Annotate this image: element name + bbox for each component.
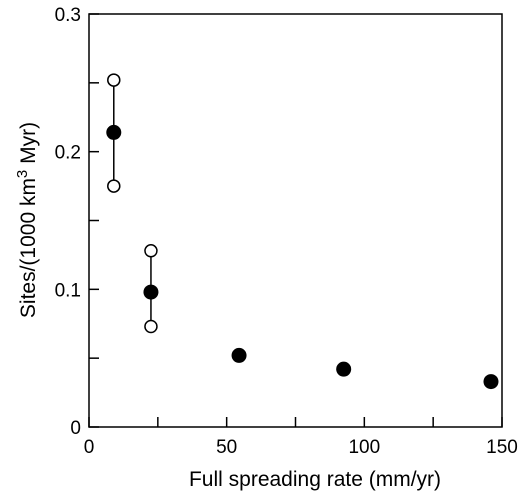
open-data-point xyxy=(144,319,158,334)
y-axis-label-superscript: 3 xyxy=(14,170,31,178)
x-tick-label: 50 xyxy=(216,437,237,458)
y-axis-label-main: Sites/(1000 km xyxy=(17,178,40,318)
y-tick-label: 0 xyxy=(70,418,81,439)
x-tick-label: 100 xyxy=(348,437,380,458)
filled-data-point xyxy=(483,374,499,390)
y-tick-label: 0.1 xyxy=(55,280,81,301)
x-tick-label: 150 xyxy=(486,437,518,458)
y-axis-label-end: Myr) xyxy=(17,122,40,170)
x-tick-label: 0 xyxy=(84,437,95,458)
y-tick-label: 0.3 xyxy=(55,5,81,26)
open-data-point xyxy=(107,73,121,87)
filled-data-point xyxy=(106,124,122,140)
plot-frame xyxy=(88,13,503,428)
open-data-point xyxy=(144,244,158,258)
axis-ticks xyxy=(88,13,503,428)
filled-data-point xyxy=(143,284,159,300)
filled-data-point xyxy=(231,347,247,363)
data-points xyxy=(106,73,499,390)
y-axis-label: Sites/(1000 km3 Myr) xyxy=(14,122,40,318)
y-tick-label: 0.2 xyxy=(55,143,81,164)
tick-labels: 0 50 100 150 0 0.1 0.2 0.3 xyxy=(55,5,518,458)
x-axis-label: Full spreading rate (mm/yr) xyxy=(189,468,441,491)
filled-data-point xyxy=(336,361,352,377)
open-data-point xyxy=(107,179,121,193)
